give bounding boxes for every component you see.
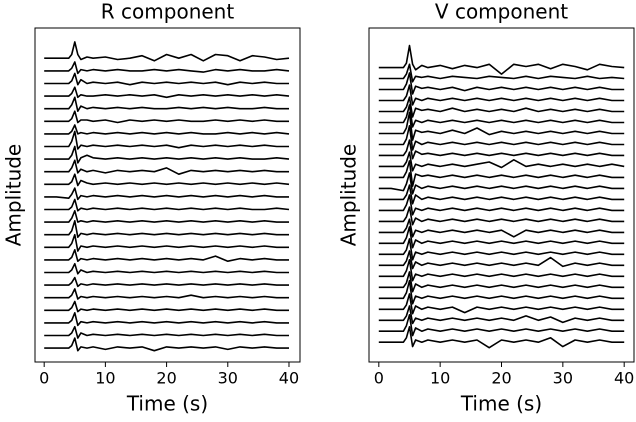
trace	[44, 288, 289, 300]
x-tick-label: 10	[95, 369, 115, 388]
x-axis-label: Time (s)	[460, 392, 542, 416]
x-tick-label: 40	[614, 369, 634, 388]
trace	[44, 124, 290, 135]
trace	[44, 187, 289, 201]
trace	[378, 279, 625, 305]
trace	[378, 111, 625, 141]
trace	[378, 172, 625, 195]
trace	[378, 305, 625, 325]
axes-frame	[34, 27, 301, 363]
trace	[44, 249, 289, 262]
trace	[44, 337, 289, 352]
x-tick-label: 10	[430, 369, 450, 388]
y-axis-label: Amplitude	[337, 144, 361, 247]
x-tick-label: 20	[156, 369, 176, 388]
trace	[378, 259, 625, 282]
trace	[44, 86, 290, 99]
trace	[378, 314, 625, 337]
trace	[378, 72, 625, 95]
trace	[378, 238, 625, 261]
trace	[378, 125, 625, 151]
trace	[44, 233, 289, 252]
trace	[378, 104, 625, 128]
trace	[378, 194, 625, 216]
trace	[44, 130, 289, 150]
trace	[378, 226, 625, 249]
trace	[44, 300, 289, 313]
trace	[378, 151, 625, 172]
trace	[44, 173, 290, 187]
axes-frame	[368, 27, 635, 363]
trace	[44, 159, 289, 175]
x-tick-label: 30	[218, 369, 238, 388]
trace	[44, 262, 289, 275]
trace	[44, 96, 289, 112]
trace	[44, 210, 289, 223]
y-axis-label: Amplitude	[2, 144, 26, 247]
trace	[378, 218, 625, 238]
trace	[44, 110, 289, 124]
trace	[44, 198, 290, 212]
trace	[44, 41, 290, 62]
x-tick-label: 0	[374, 369, 384, 388]
trace	[378, 206, 625, 226]
trace	[378, 84, 625, 106]
trace	[44, 325, 289, 339]
trace	[378, 293, 625, 315]
x-tick-label: 30	[553, 369, 573, 388]
trace	[378, 271, 625, 293]
chart-title: V component	[435, 0, 568, 24]
trace	[378, 96, 625, 118]
trace	[44, 61, 290, 75]
trace	[378, 250, 625, 270]
trace	[378, 326, 625, 349]
x-tick-label: 20	[491, 369, 511, 388]
trace	[44, 220, 289, 238]
chart-title: R component	[101, 0, 235, 24]
trace	[378, 139, 625, 160]
trace	[44, 72, 289, 86]
x-axis-label: Time (s)	[126, 392, 208, 416]
trace	[378, 184, 625, 205]
trace	[44, 276, 289, 288]
trace	[378, 63, 625, 83]
trace	[378, 44, 625, 75]
trace	[378, 160, 625, 187]
x-tick-label: 40	[279, 369, 299, 388]
trace	[44, 145, 290, 164]
trace	[44, 312, 289, 327]
x-tick-label: 0	[39, 369, 49, 388]
